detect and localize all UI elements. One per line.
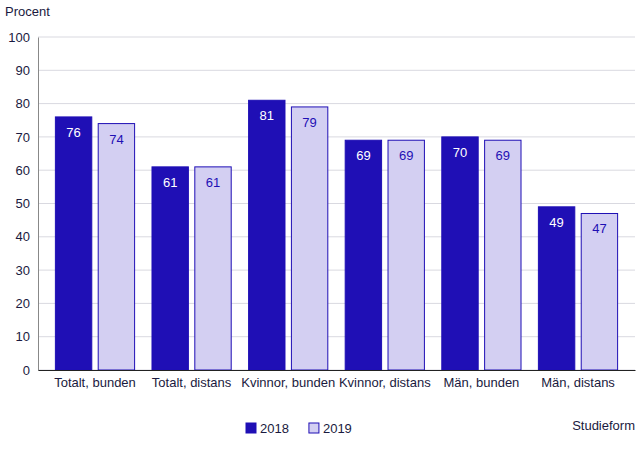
bar <box>152 167 188 370</box>
x-tick-label: Totalt, distans <box>152 375 232 390</box>
x-tick: Män, bunden <box>443 370 519 390</box>
data-labels: 76 61 81 69 70 49 74 61 79 69 69 47 <box>66 108 606 236</box>
grid-line <box>38 103 635 104</box>
y-tick-label: 10 <box>16 329 30 344</box>
x-tick: Kvinnor, distans <box>339 370 431 390</box>
y-tick-label: 80 <box>16 96 30 111</box>
bar <box>388 140 424 370</box>
y-tick-label: 100 <box>8 30 30 45</box>
y-tick: 30 <box>16 263 38 278</box>
x-axis-title: Studieform <box>572 418 635 433</box>
y-tick-label: 60 <box>16 163 30 178</box>
x-tick: Totalt, bunden <box>54 370 136 390</box>
data-label: 61 <box>206 175 220 190</box>
bars <box>55 100 617 370</box>
y-tick-label: 50 <box>16 196 30 211</box>
bar <box>195 167 231 370</box>
y-tick-label: 30 <box>16 263 30 278</box>
y-tick: 90 <box>16 63 38 78</box>
legend-label: 2018 <box>260 421 289 436</box>
plot-area: 0 10 20 30 40 50 60 70 80 90 100 76 61 81 69 70 49 74 61 79… <box>8 30 635 391</box>
data-label: 70 <box>453 145 467 160</box>
data-label: 69 <box>356 148 370 163</box>
x-tick-label: Män, distans <box>541 375 615 390</box>
bar <box>249 100 285 370</box>
y-tick: 50 <box>16 196 38 211</box>
bar <box>538 207 574 370</box>
y-tick: 10 <box>16 329 38 344</box>
bar <box>485 140 521 370</box>
y-tick: 100 <box>8 30 38 45</box>
x-tick: Kvinnor, bunden <box>241 370 335 390</box>
x-axis: Totalt, bunden Totalt, distans Kvinnor, bu… <box>39 370 636 390</box>
bar <box>345 140 381 370</box>
x-tick: Män, distans <box>541 370 615 390</box>
chart: 0 10 20 30 40 50 60 70 80 90 100 76 61 81 69 70 49 74 61 79… <box>0 0 643 454</box>
data-label: 74 <box>109 132 123 147</box>
data-label: 47 <box>592 221 606 236</box>
y-tick-label: 0 <box>23 363 30 378</box>
legend-label: 2019 <box>323 421 352 436</box>
data-label: 61 <box>163 175 177 190</box>
y-axis-title: Procent <box>5 4 50 19</box>
grid <box>38 37 635 370</box>
x-tick: Totalt, distans <box>152 370 232 390</box>
grid-line <box>38 37 635 38</box>
y-tick: 40 <box>16 229 38 244</box>
data-label: 69 <box>399 148 413 163</box>
x-tick-label: Män, bunden <box>443 375 519 390</box>
y-tick: 0 <box>23 363 38 378</box>
y-tick: 60 <box>16 163 38 178</box>
legend-item: 2019 <box>309 421 352 436</box>
x-tick-label: Kvinnor, distans <box>339 375 431 390</box>
x-axis-line <box>39 370 636 371</box>
bar <box>291 107 327 370</box>
y-tick: 80 <box>16 96 38 111</box>
y-tick-label: 20 <box>16 296 30 311</box>
y-tick: 20 <box>16 296 38 311</box>
data-label: 69 <box>496 148 510 163</box>
bar <box>442 137 478 370</box>
y-tick-label: 40 <box>16 229 30 244</box>
y-tick-label: 90 <box>16 63 30 78</box>
bar <box>55 117 91 370</box>
data-label: 81 <box>260 108 274 123</box>
legend-item: 2018 <box>246 421 289 436</box>
legend: 2018 2019 <box>246 421 352 436</box>
bar <box>581 213 617 370</box>
y-tick-label: 70 <box>16 130 30 145</box>
data-label: 76 <box>66 125 80 140</box>
bar <box>98 124 134 370</box>
y-axis-line <box>38 38 39 371</box>
y-tick: 70 <box>16 130 38 145</box>
data-label: 49 <box>549 215 563 230</box>
x-tick-label: Kvinnor, bunden <box>241 375 335 390</box>
x-tick-label: Totalt, bunden <box>54 375 136 390</box>
legend-swatch <box>246 423 256 433</box>
data-label: 79 <box>302 115 316 130</box>
y-axis: 0 10 20 30 40 50 60 70 80 90 100 <box>8 30 38 378</box>
grid-line <box>38 70 635 71</box>
legend-swatch <box>309 423 319 433</box>
